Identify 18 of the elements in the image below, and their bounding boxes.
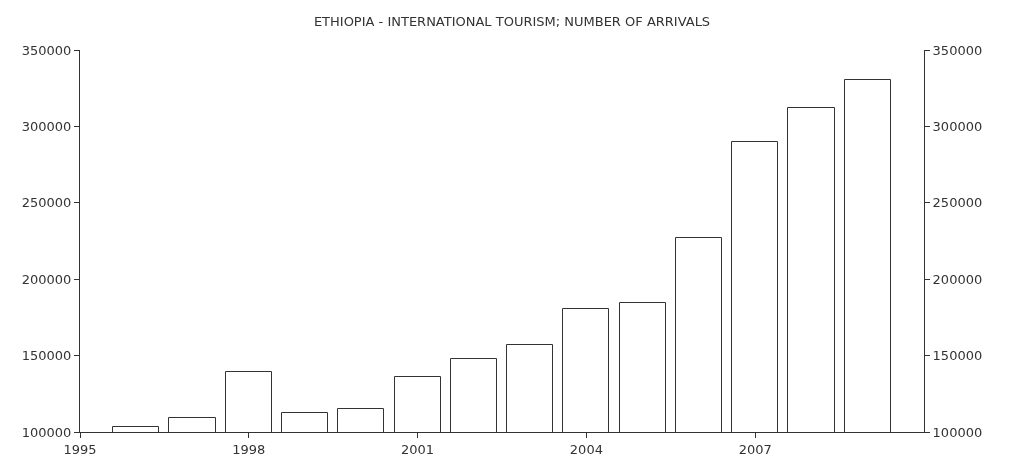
- y-tick-label: 250000: [21, 195, 72, 211]
- y2-tick-label: 100000: [932, 424, 983, 440]
- y2-tick-label: 350000: [932, 42, 983, 58]
- x-tick-label: 1998: [232, 441, 266, 457]
- y2-tick-label: 150000: [932, 348, 983, 364]
- y2-tick-label: 300000: [932, 118, 983, 134]
- y-tick-label: 200000: [21, 271, 72, 287]
- y-tick-label: 150000: [21, 348, 72, 364]
- x-tick-label: 2007: [738, 441, 772, 457]
- y2-tick-label: 200000: [932, 271, 983, 287]
- y-tick-label: 300000: [21, 118, 72, 134]
- chart-title: ETHIOPIA - INTERNATIONAL TOURISM; NUMBER OF ARRIVALS: [313, 13, 711, 29]
- y2-tick-label: 250000: [932, 195, 983, 211]
- y-tick-label: 350000: [21, 42, 72, 58]
- x-tick-label: 2001: [401, 441, 435, 457]
- y-tick-label: 100000: [21, 424, 72, 440]
- x-tick-label: 1995: [63, 441, 97, 457]
- x-tick-label: 2004: [569, 441, 603, 457]
